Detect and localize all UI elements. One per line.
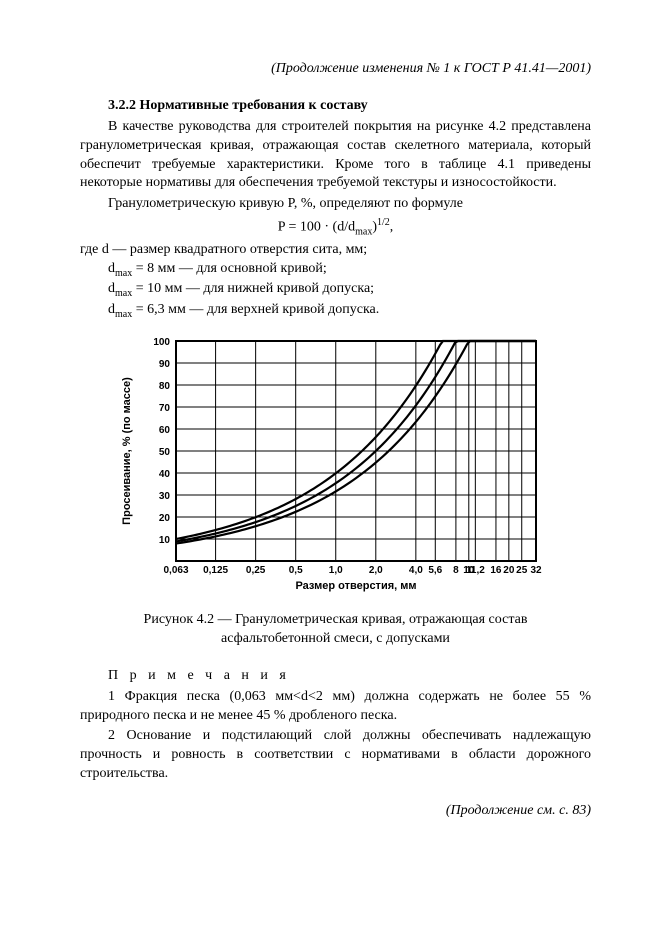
svg-text:32: 32 xyxy=(530,565,542,576)
svg-text:90: 90 xyxy=(159,359,171,370)
svg-text:0,5: 0,5 xyxy=(289,565,303,576)
formula: P = 100 · (d/dmax)1/2, xyxy=(80,216,591,239)
svg-text:20: 20 xyxy=(503,565,515,576)
svg-text:20: 20 xyxy=(159,513,171,524)
def-dmax-8: dmax = 8 мм — для основной кривой; xyxy=(80,260,591,280)
note-2: 2 Основание и подстилающий слой должны о… xyxy=(80,727,591,784)
svg-text:Просеивание, % (по массе): Просеивание, % (по массе) xyxy=(121,377,133,525)
svg-text:0,125: 0,125 xyxy=(203,565,228,576)
svg-text:8: 8 xyxy=(453,565,459,576)
figure-caption: Рисунок 4.2 — Гранулометрическая кривая,… xyxy=(110,611,561,649)
svg-text:2,0: 2,0 xyxy=(369,565,383,576)
page-header: (Продолжение изменения № 1 к ГОСТ Р 41.4… xyxy=(80,60,591,79)
svg-text:50: 50 xyxy=(159,447,171,458)
svg-text:60: 60 xyxy=(159,425,171,436)
svg-text:5,6: 5,6 xyxy=(428,565,442,576)
def-dmax-10: dmax = 10 мм — для нижней кривой допуска… xyxy=(80,280,591,300)
section-heading: 3.2.2 Нормативные требования к составу xyxy=(80,97,591,116)
svg-text:16: 16 xyxy=(490,565,502,576)
chart-figure: 10 20 30 40 50 60 70 80 90 100 0,063 0,125 0,25 0,5 1,… xyxy=(110,331,591,601)
svg-text:70: 70 xyxy=(159,403,171,414)
svg-text:10: 10 xyxy=(159,535,171,546)
paragraph-formula-lead: Гранулометрическую кривую P, %, определя… xyxy=(80,195,591,214)
svg-text:11,2: 11,2 xyxy=(466,565,485,576)
definitions-block: где d — размер квадратного отверстия сит… xyxy=(80,241,591,321)
granulometric-chart: 10 20 30 40 50 60 70 80 90 100 0,063 0,125 0,25 0,5 1,… xyxy=(110,331,550,601)
svg-text:0,063: 0,063 xyxy=(163,565,188,576)
continuation-line: (Продолжение см. с. 83) xyxy=(80,802,591,821)
note-1: 1 Фракция песка (0,063 мм<d<2 мм) должна… xyxy=(80,688,591,726)
def-dmax-63: dmax = 6,3 мм — для верхней кривой допус… xyxy=(80,301,591,321)
def-d: где d — размер квадратного отверстия сит… xyxy=(80,241,591,260)
svg-text:1,0: 1,0 xyxy=(329,565,343,576)
svg-text:100: 100 xyxy=(153,337,170,348)
svg-text:4,0: 4,0 xyxy=(409,565,423,576)
document-page: (Продолжение изменения № 1 к ГОСТ Р 41.4… xyxy=(0,0,661,936)
svg-text:0,25: 0,25 xyxy=(246,565,266,576)
svg-text:40: 40 xyxy=(159,469,171,480)
svg-text:80: 80 xyxy=(159,381,171,392)
svg-text:Размер отверстия, мм: Размер отверстия, мм xyxy=(295,580,416,592)
paragraph-intro: В качестве руководства для строителей по… xyxy=(80,118,591,194)
svg-text:30: 30 xyxy=(159,491,171,502)
svg-text:25: 25 xyxy=(516,565,528,576)
notes-heading: П р и м е ч а н и я xyxy=(80,667,591,686)
